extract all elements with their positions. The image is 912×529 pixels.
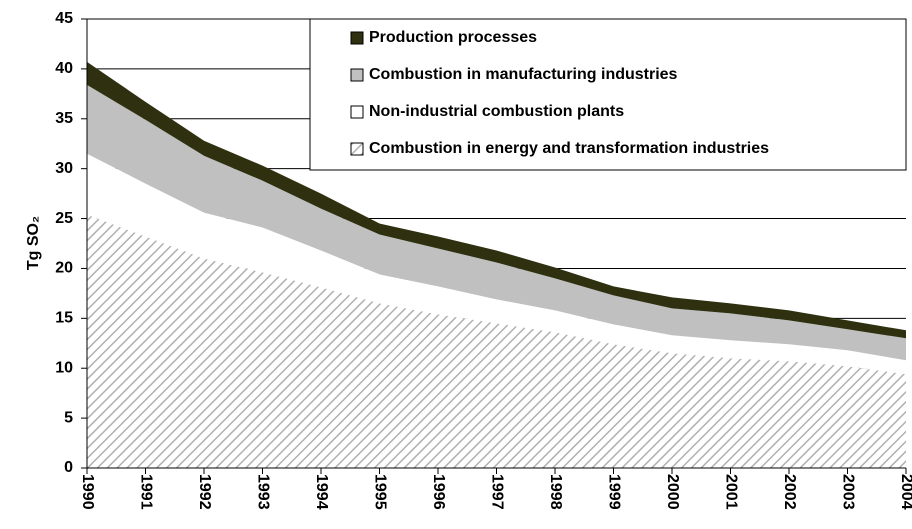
legend-marker bbox=[350, 68, 364, 82]
area bbox=[87, 153, 906, 375]
x-tick-label: 2001 bbox=[722, 474, 739, 510]
legend-marker bbox=[350, 142, 364, 156]
y-tick-label: 15 bbox=[55, 310, 73, 327]
legend-box bbox=[309, 18, 907, 171]
x-tick-label: 2002 bbox=[781, 474, 798, 510]
legend-label: Combustion in energy and transformation … bbox=[369, 140, 769, 157]
x-tick-label: 1991 bbox=[137, 474, 154, 510]
area bbox=[87, 84, 906, 361]
x-tick-label: 1999 bbox=[605, 474, 622, 510]
area bbox=[87, 214, 906, 468]
x-tick-label: 1995 bbox=[371, 474, 388, 510]
y-tick-label: 5 bbox=[64, 409, 73, 426]
legend-marker bbox=[350, 31, 364, 45]
x-tick-label: 1994 bbox=[313, 474, 330, 510]
y-tick-label: 35 bbox=[55, 110, 73, 127]
x-tick-label: 1998 bbox=[547, 474, 564, 510]
x-tick-label: 1993 bbox=[254, 474, 271, 510]
x-tick-label: 1990 bbox=[79, 474, 96, 510]
y-tick-label: 10 bbox=[55, 359, 73, 376]
x-tick-label: 1992 bbox=[196, 474, 213, 510]
y-tick-label: 25 bbox=[55, 210, 73, 227]
y-axis-label: Tg SO₂ bbox=[25, 216, 42, 270]
x-tick-label: 2000 bbox=[664, 474, 681, 510]
y-tick-label: 20 bbox=[55, 260, 73, 277]
x-tick-label: 2003 bbox=[839, 474, 856, 510]
y-tick-label: 40 bbox=[55, 60, 73, 77]
y-tick-label: 30 bbox=[55, 160, 73, 177]
y-tick-label: 45 bbox=[55, 10, 73, 27]
y-tick-label: 0 bbox=[64, 459, 73, 476]
legend-label: Non-industrial combustion plants bbox=[369, 103, 624, 120]
x-tick-label: 2004 bbox=[898, 474, 912, 510]
x-tick-label: 1997 bbox=[488, 474, 505, 510]
legend-marker bbox=[350, 105, 364, 119]
x-tick-label: 1996 bbox=[430, 474, 447, 510]
legend-label: Production processes bbox=[369, 29, 537, 46]
legend-label: Combustion in manufacturing industries bbox=[369, 66, 678, 83]
